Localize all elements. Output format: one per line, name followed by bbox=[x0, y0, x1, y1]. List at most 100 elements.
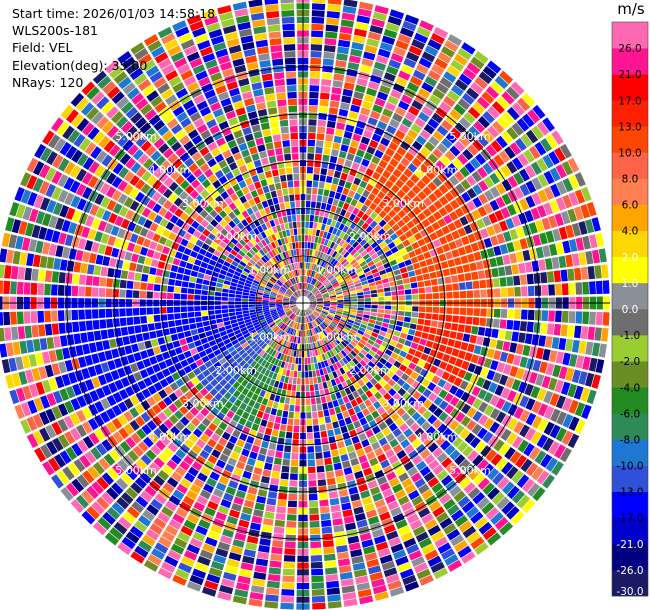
ppi-cell bbox=[404, 283, 411, 290]
ppi-cell bbox=[574, 172, 586, 187]
ppi-cell bbox=[264, 245, 271, 252]
ppi-cell bbox=[341, 95, 352, 104]
ppi-cell bbox=[400, 455, 411, 466]
ppi-cell bbox=[372, 328, 380, 334]
ppi-cell bbox=[149, 523, 163, 535]
ppi-cell bbox=[432, 306, 440, 314]
ppi-cell bbox=[268, 348, 275, 355]
ppi-cell bbox=[309, 329, 313, 336]
ppi-cell bbox=[102, 339, 111, 350]
ppi-cell bbox=[288, 288, 294, 294]
ppi-cell bbox=[59, 204, 70, 218]
ppi-cell bbox=[327, 288, 335, 293]
ppi-cell bbox=[555, 242, 565, 255]
ppi-cell bbox=[168, 365, 177, 374]
ppi-cell bbox=[290, 278, 294, 285]
ppi-cell bbox=[164, 262, 172, 271]
ppi-cell bbox=[306, 316, 309, 323]
ppi-cell bbox=[57, 310, 65, 322]
ppi-cell bbox=[199, 199, 209, 209]
ppi-cell bbox=[323, 360, 329, 367]
ppi-cell bbox=[317, 283, 323, 289]
ppi-cell bbox=[139, 290, 147, 299]
ppi-cell bbox=[490, 511, 504, 526]
ppi-cell bbox=[152, 233, 161, 243]
ppi-cell bbox=[88, 253, 97, 264]
ppi-cell bbox=[195, 184, 205, 194]
ppi-cell bbox=[361, 222, 369, 230]
ppi-cell bbox=[324, 141, 333, 149]
ppi-cell bbox=[203, 152, 214, 162]
ppi-cell bbox=[235, 461, 246, 470]
ppi-cell bbox=[525, 398, 536, 411]
ppi-cell bbox=[242, 426, 251, 435]
ppi-cell bbox=[309, 297, 316, 301]
ppi-cell bbox=[358, 402, 367, 411]
ppi-cell bbox=[350, 309, 357, 313]
ppi-cell bbox=[337, 276, 344, 282]
ppi-cell bbox=[424, 45, 439, 57]
ppi-cell bbox=[374, 5, 389, 15]
ppi-cell bbox=[309, 527, 321, 535]
ppi-cell bbox=[368, 177, 378, 187]
ppi-cell bbox=[59, 259, 68, 271]
ppi-cell bbox=[404, 259, 412, 267]
ppi-cell bbox=[250, 287, 257, 292]
ppi-cell bbox=[92, 319, 100, 330]
ppi-cell bbox=[393, 251, 402, 259]
ppi-cell bbox=[322, 231, 328, 239]
ppi-cell bbox=[422, 410, 432, 420]
ppi-cell bbox=[408, 270, 416, 277]
ppi-cell bbox=[364, 552, 378, 562]
ppi-cell bbox=[306, 187, 312, 194]
ppi-cell bbox=[182, 99, 195, 111]
ppi-cell bbox=[431, 313, 439, 321]
ppi-cell bbox=[455, 195, 466, 206]
ppi-cell bbox=[221, 292, 229, 297]
ppi-cell bbox=[215, 548, 229, 558]
ppi-cell bbox=[374, 382, 383, 391]
ppi-cell bbox=[370, 346, 379, 353]
ppi-cell bbox=[373, 257, 381, 264]
ppi-cell bbox=[277, 310, 284, 314]
ppi-cell bbox=[227, 268, 235, 274]
ppi-cell bbox=[333, 524, 345, 533]
ppi-cell bbox=[558, 338, 567, 351]
ppi-cell bbox=[439, 493, 452, 505]
ppi-cell bbox=[499, 319, 507, 329]
ppi-cell bbox=[561, 161, 574, 176]
ppi-cell bbox=[396, 219, 406, 228]
ppi-cell bbox=[535, 219, 545, 233]
ppi-cell bbox=[436, 125, 449, 137]
ppi-cell bbox=[525, 462, 539, 477]
ppi-cell bbox=[65, 207, 76, 220]
ppi-cell bbox=[472, 101, 486, 114]
ppi-cell bbox=[219, 387, 228, 396]
ppi-cell bbox=[511, 157, 524, 171]
ppi-cell bbox=[344, 299, 351, 302]
ppi-cell bbox=[201, 355, 210, 364]
ppi-cell bbox=[284, 548, 296, 555]
ppi-cell bbox=[180, 39, 195, 50]
ppi-cell bbox=[154, 542, 169, 554]
ppi-cell bbox=[363, 129, 373, 139]
ppi-cell bbox=[450, 323, 459, 331]
ppi-cell bbox=[555, 164, 567, 179]
ppi-cell bbox=[355, 201, 364, 210]
ppi-cell bbox=[414, 168, 425, 179]
ppi-cell bbox=[414, 427, 425, 438]
ppi-cell bbox=[235, 582, 250, 591]
ppi-cell bbox=[519, 168, 531, 182]
ppi-cell bbox=[347, 408, 356, 416]
ppi-cell bbox=[424, 279, 432, 287]
ppi-cell bbox=[278, 486, 288, 494]
ppi-cell bbox=[276, 319, 282, 325]
ppi-cell bbox=[20, 402, 32, 417]
ppi-cell bbox=[39, 411, 50, 426]
ppi-cell bbox=[334, 221, 341, 229]
ppi-cell bbox=[313, 312, 319, 317]
ppi-cell bbox=[228, 435, 238, 445]
ppi-cell bbox=[545, 363, 555, 376]
ppi-cell bbox=[339, 26, 353, 35]
ppi-cell bbox=[139, 369, 149, 379]
